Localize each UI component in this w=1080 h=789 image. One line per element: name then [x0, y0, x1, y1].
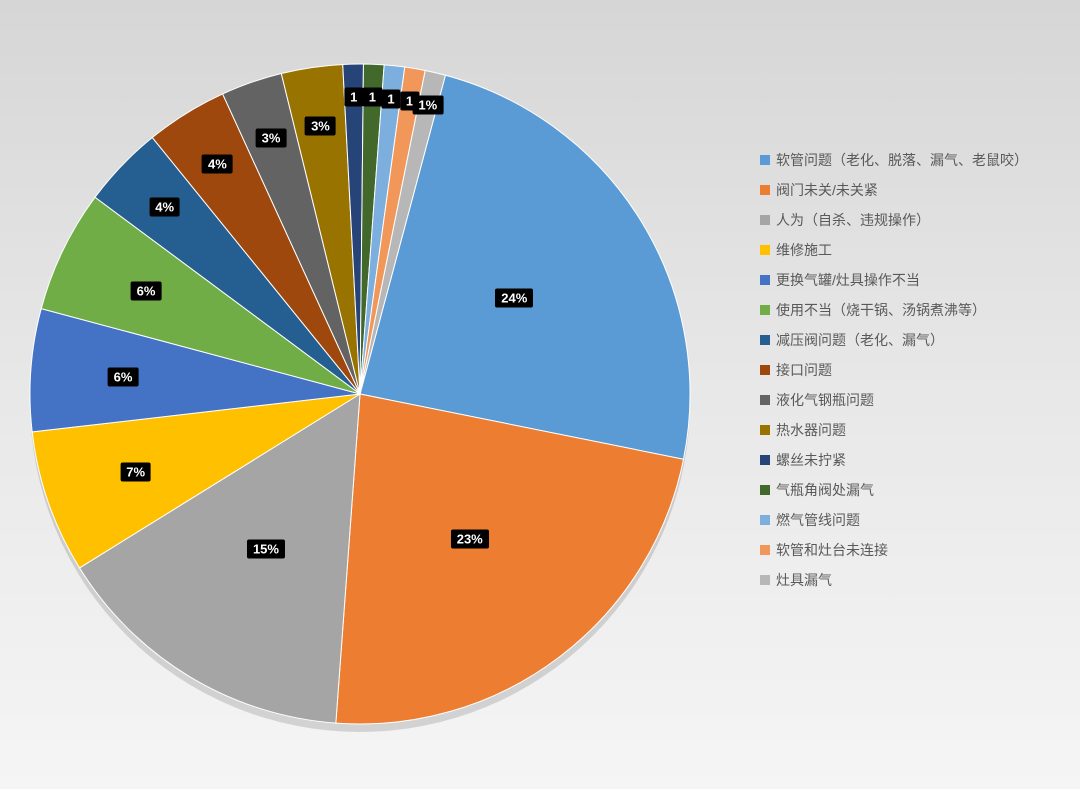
slice-label: 3%	[256, 129, 287, 148]
legend-item: 热水器问题	[760, 420, 1028, 440]
legend-swatch	[760, 485, 770, 495]
legend-item: 接口问题	[760, 360, 1028, 380]
legend-swatch	[760, 575, 770, 585]
slice-label: 1	[381, 89, 400, 108]
slice-label: 1	[363, 88, 382, 107]
legend-item: 软管和灶台未连接	[760, 540, 1028, 560]
slice-label: 23%	[451, 529, 489, 548]
legend-swatch	[760, 155, 770, 165]
legend-label: 螺丝未拧紧	[776, 450, 846, 470]
legend-item: 燃气管线问题	[760, 510, 1028, 530]
legend-label: 液化气钢瓶问题	[776, 390, 874, 410]
legend-swatch	[760, 275, 770, 285]
legend-swatch	[760, 425, 770, 435]
legend-item: 人为（自杀、违规操作）	[760, 210, 1028, 230]
legend-label: 软管问题（老化、脱落、漏气、老鼠咬）	[776, 150, 1028, 170]
pie-chart-container: 24%23%15%7%6%6%4%4%3%3%11111% 软管问题（老化、脱落…	[0, 0, 1080, 789]
legend-label: 气瓶角阀处漏气	[776, 480, 874, 500]
legend-item: 液化气钢瓶问题	[760, 390, 1028, 410]
slice-label: 1	[344, 88, 363, 107]
slice-label: 3%	[305, 117, 336, 136]
legend-swatch	[760, 305, 770, 315]
legend-swatch	[760, 365, 770, 375]
slice-label: 6%	[108, 367, 139, 386]
legend-label: 灶具漏气	[776, 570, 832, 590]
legend-item: 灶具漏气	[760, 570, 1028, 590]
slice-label: 15%	[247, 540, 285, 559]
slice-label: 24%	[495, 289, 533, 308]
legend-item: 减压阀问题（老化、漏气）	[760, 330, 1028, 350]
legend-swatch	[760, 455, 770, 465]
legend-swatch	[760, 185, 770, 195]
legend-item: 螺丝未拧紧	[760, 450, 1028, 470]
legend-label: 人为（自杀、违规操作）	[776, 210, 930, 230]
legend-swatch	[760, 395, 770, 405]
legend-item: 维修施工	[760, 240, 1028, 260]
slice-label: 7%	[120, 463, 151, 482]
legend-swatch	[760, 245, 770, 255]
legend-item: 气瓶角阀处漏气	[760, 480, 1028, 500]
legend-label: 燃气管线问题	[776, 510, 860, 530]
legend: 软管问题（老化、脱落、漏气、老鼠咬） 阀门未关/未关紧人为（自杀、违规操作） 维修施…	[760, 150, 1028, 600]
legend-swatch	[760, 335, 770, 345]
slice-label: 1%	[412, 95, 443, 114]
legend-label: 更换气罐/灶具操作不当	[776, 270, 920, 290]
legend-item: 软管问题（老化、脱落、漏气、老鼠咬）	[760, 150, 1028, 170]
legend-label: 阀门未关/未关紧	[776, 180, 878, 200]
legend-label: 热水器问题	[776, 420, 846, 440]
slice-label: 4%	[202, 155, 233, 174]
legend-swatch	[760, 515, 770, 525]
legend-item: 更换气罐/灶具操作不当	[760, 270, 1028, 290]
legend-label: 减压阀问题（老化、漏气）	[776, 330, 944, 350]
legend-label: 使用不当（烧干锅、汤锅煮沸等）	[776, 300, 986, 320]
legend-item: 阀门未关/未关紧	[760, 180, 1028, 200]
legend-label: 维修施工	[776, 240, 832, 260]
legend-swatch	[760, 545, 770, 555]
legend-label: 接口问题	[776, 360, 832, 380]
slice-label: 4%	[149, 197, 180, 216]
legend-item: 使用不当（烧干锅、汤锅煮沸等）	[760, 300, 1028, 320]
slice-label: 6%	[131, 281, 162, 300]
legend-label: 软管和灶台未连接	[776, 540, 888, 560]
legend-swatch	[760, 215, 770, 225]
